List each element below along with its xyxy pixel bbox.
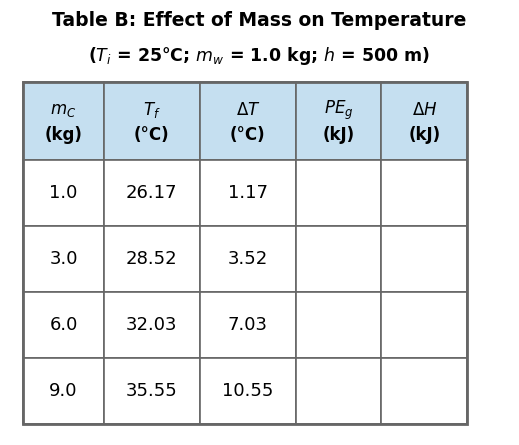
Text: 35.55: 35.55 bbox=[126, 382, 177, 400]
Text: $\Delta T$: $\Delta T$ bbox=[236, 101, 260, 119]
Text: $PE_g$: $PE_g$ bbox=[324, 98, 353, 122]
Text: Table B: Effect of Mass on Temperature: Table B: Effect of Mass on Temperature bbox=[52, 11, 467, 29]
Text: 10.55: 10.55 bbox=[222, 382, 274, 400]
Text: 26.17: 26.17 bbox=[126, 184, 177, 202]
Text: 32.03: 32.03 bbox=[126, 316, 177, 334]
Text: $T_f$: $T_f$ bbox=[143, 100, 161, 120]
Text: $\Delta H$: $\Delta H$ bbox=[412, 101, 437, 119]
Text: 28.52: 28.52 bbox=[126, 250, 177, 268]
Text: 3.52: 3.52 bbox=[228, 250, 268, 268]
Text: 1.17: 1.17 bbox=[228, 184, 268, 202]
Text: ($T_i$ = 25°C; $m_w$ = 1.0 kg; $h$ = 500 m): ($T_i$ = 25°C; $m_w$ = 1.0 kg; $h$ = 500… bbox=[89, 44, 430, 67]
Text: (°C): (°C) bbox=[230, 125, 266, 144]
Text: (°C): (°C) bbox=[134, 125, 170, 144]
Text: 1.0: 1.0 bbox=[49, 184, 78, 202]
Text: (kg): (kg) bbox=[45, 125, 83, 144]
Text: (kJ): (kJ) bbox=[408, 125, 440, 144]
Text: 6.0: 6.0 bbox=[49, 316, 78, 334]
Text: 7.03: 7.03 bbox=[228, 316, 268, 334]
Text: 3.0: 3.0 bbox=[49, 250, 78, 268]
Text: 9.0: 9.0 bbox=[49, 382, 78, 400]
Text: $m_C$: $m_C$ bbox=[50, 101, 77, 119]
Text: (kJ): (kJ) bbox=[323, 125, 354, 144]
